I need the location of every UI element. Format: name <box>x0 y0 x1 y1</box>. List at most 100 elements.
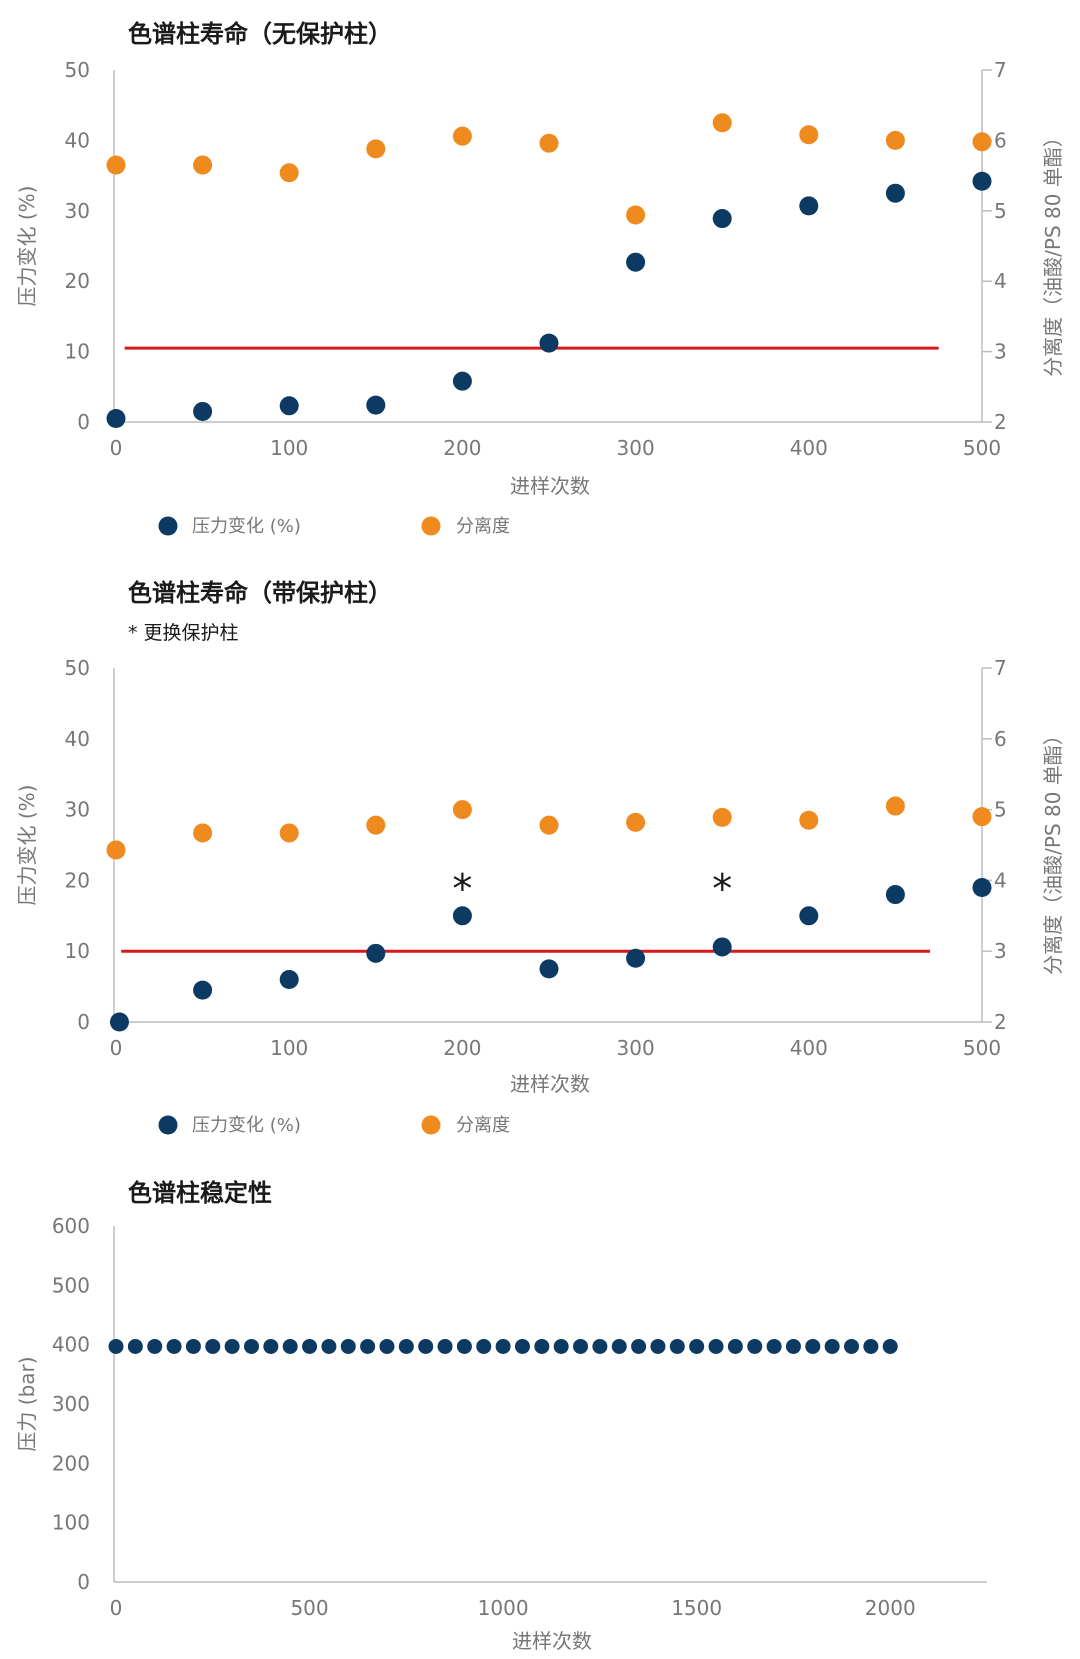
legend-marker-pressure <box>158 516 178 536</box>
pressure-point <box>398 1338 414 1354</box>
y-tick-label: 40 <box>65 727 90 751</box>
pressure-point <box>885 885 905 905</box>
x-tick-label: 0 <box>110 1036 123 1060</box>
data-points <box>108 1338 898 1354</box>
pressure-point <box>279 970 299 990</box>
x-tick-label: 0 <box>110 436 123 460</box>
x-tick-label: 500 <box>963 1036 1001 1060</box>
y-tick-label: 0 <box>77 1010 90 1034</box>
pressure-point <box>785 1338 801 1354</box>
y-tick-label: 500 <box>52 1273 90 1297</box>
pressure-point <box>452 906 472 926</box>
y2-tick-label: 7 <box>994 58 1007 82</box>
y-tick-label: 100 <box>52 1511 90 1535</box>
pressure-point <box>127 1338 143 1354</box>
pressure-point <box>712 937 732 957</box>
y2-tick-label: 5 <box>994 199 1007 223</box>
y2-tick-label: 2 <box>994 1010 1007 1034</box>
chart-title: 色谱柱寿命（带保护柱） <box>128 579 392 607</box>
resolution-point <box>279 163 299 183</box>
pressure-point <box>650 1338 666 1354</box>
y2-tick-label: 4 <box>994 269 1007 293</box>
pressure-point <box>592 1338 608 1354</box>
chart-column-stability: 色谱柱稳定性 0 100 200 300 400 500 600 0 500 1000 1500 2… <box>15 1179 987 1653</box>
resolution-point <box>626 205 646 225</box>
x-axis-label: 进样次数 <box>512 1629 592 1653</box>
resolution-point <box>106 840 126 860</box>
pressure-point <box>205 1338 221 1354</box>
resolution-point <box>452 126 472 146</box>
chart-lifetime-no-guard: 色谱柱寿命（无保护柱） 0 10 20 30 40 50 0 100 200 300 400 500… <box>15 20 1065 537</box>
pressure-point <box>539 959 559 979</box>
y-tick-label: 200 <box>52 1451 90 1475</box>
y2-tick-label: 3 <box>994 340 1007 364</box>
x-axis-label: 进样次数 <box>510 1072 590 1096</box>
pressure-point <box>669 1338 685 1354</box>
pressure-point <box>282 1338 298 1354</box>
y2-axis-label: 分离度（油酸/PS 80 单酯） <box>1041 127 1065 377</box>
x-tick-label: 1500 <box>671 1596 722 1620</box>
y-tick-label: 50 <box>65 58 90 82</box>
pressure-point <box>193 401 213 421</box>
pressure-point <box>193 980 213 1000</box>
pressure-point <box>147 1338 163 1354</box>
pressure-point <box>611 1338 627 1354</box>
guard-column-change-marker: * <box>452 866 472 912</box>
left-axis-tick-labels: 0 10 20 30 40 50 <box>65 656 90 1034</box>
pressure-point <box>514 1338 530 1354</box>
resolution-point <box>106 155 126 175</box>
pressure-point <box>302 1338 318 1354</box>
resolution-point <box>452 800 472 820</box>
resolution-point <box>539 133 559 153</box>
x-tick-label: 100 <box>270 1036 308 1060</box>
x-tick-label: 1000 <box>478 1596 529 1620</box>
pressure-point <box>452 371 472 391</box>
pressure-point <box>456 1338 472 1354</box>
pressure-point <box>106 408 126 428</box>
pressure-point <box>553 1338 569 1354</box>
x-axis-tick-labels: 0 500 1000 1500 2000 <box>110 1596 916 1620</box>
y-tick-label: 20 <box>65 269 90 293</box>
legend-marker-resolution <box>421 1115 441 1135</box>
resolution-point <box>366 815 386 835</box>
y-tick-label: 300 <box>52 1392 90 1416</box>
y-tick-label: 0 <box>77 410 90 434</box>
pressure-point <box>321 1338 337 1354</box>
y-tick-label: 400 <box>52 1333 90 1357</box>
pressure-point <box>379 1338 395 1354</box>
resolution-point <box>712 807 732 827</box>
pressure-point <box>418 1338 434 1354</box>
x-axis-tick-labels: 0 100 200 300 400 500 <box>110 1036 1001 1060</box>
pressure-point <box>626 948 646 968</box>
resolution-point <box>279 823 299 843</box>
right-axis-tick-marks <box>982 667 992 1023</box>
pressure-point <box>263 1338 279 1354</box>
y-tick-label: 600 <box>52 1214 90 1238</box>
pressure-point <box>799 196 819 216</box>
x-tick-label: 500 <box>963 436 1001 460</box>
legend: 压力变化 (%) 分离度 <box>158 1115 510 1136</box>
y-tick-label: 0 <box>77 1570 90 1594</box>
pressure-point <box>476 1338 492 1354</box>
y2-tick-label: 4 <box>994 868 1007 892</box>
y-axis-label: 压力变化 (%) <box>15 186 39 307</box>
data-points <box>106 796 992 1032</box>
pressure-point <box>366 395 386 415</box>
pressure-point <box>631 1338 647 1354</box>
y2-tick-label: 7 <box>994 656 1007 680</box>
pressure-point <box>360 1338 376 1354</box>
pressure-point <box>539 333 559 353</box>
right-axis-tick-marks <box>982 69 992 423</box>
pressure-point <box>224 1338 240 1354</box>
y-tick-label: 40 <box>65 128 90 152</box>
chart-title: 色谱柱稳定性 <box>128 1179 272 1207</box>
x-tick-label: 200 <box>443 436 481 460</box>
x-tick-label: 400 <box>790 436 828 460</box>
pressure-point <box>166 1338 182 1354</box>
pressure-point <box>712 209 732 229</box>
x-axis-tick-labels: 0 100 200 300 400 500 <box>110 436 1001 460</box>
x-tick-label: 400 <box>790 1036 828 1060</box>
x-tick-label: 300 <box>617 436 655 460</box>
y2-tick-label: 6 <box>994 128 1007 152</box>
